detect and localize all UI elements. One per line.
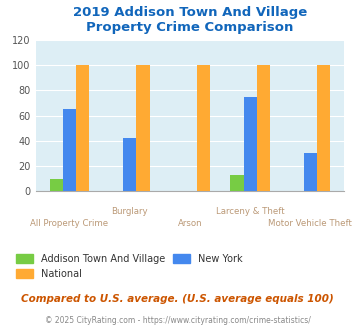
Text: Burglary: Burglary <box>111 207 148 215</box>
Bar <box>197 65 210 191</box>
Legend: Addison Town And Village, National, New York: Addison Town And Village, National, New … <box>16 254 243 279</box>
Text: Arson: Arson <box>178 219 202 228</box>
Bar <box>230 175 244 191</box>
Bar <box>123 138 136 191</box>
Bar <box>257 65 270 191</box>
Text: Motor Vehicle Theft: Motor Vehicle Theft <box>268 219 353 228</box>
Bar <box>244 97 257 191</box>
Text: © 2025 CityRating.com - https://www.cityrating.com/crime-statistics/: © 2025 CityRating.com - https://www.city… <box>45 316 310 325</box>
Bar <box>317 65 330 191</box>
Bar <box>136 65 149 191</box>
Text: Compared to U.S. average. (U.S. average equals 100): Compared to U.S. average. (U.S. average … <box>21 294 334 304</box>
Title: 2019 Addison Town And Village
Property Crime Comparison: 2019 Addison Town And Village Property C… <box>73 6 307 34</box>
Bar <box>63 109 76 191</box>
Text: All Property Crime: All Property Crime <box>31 219 109 228</box>
Text: Larceny & Theft: Larceny & Theft <box>216 207 284 215</box>
Bar <box>50 179 63 191</box>
Bar <box>304 153 317 191</box>
Bar <box>76 65 89 191</box>
